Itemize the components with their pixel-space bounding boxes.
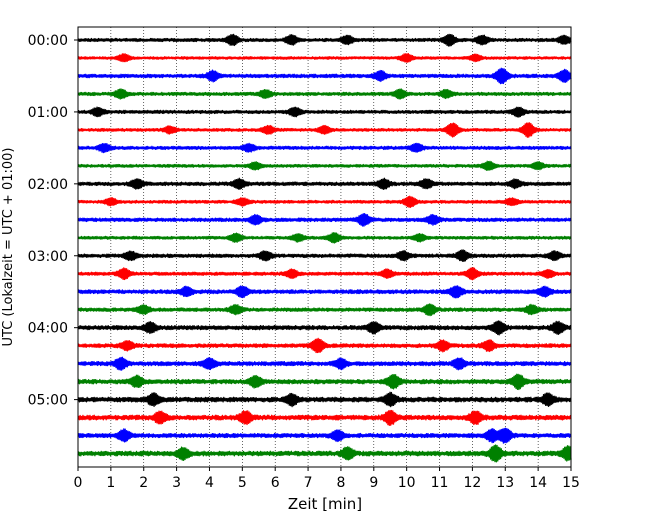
x-tick-label: 1 [106,475,115,491]
x-tick-label: 9 [369,475,378,491]
x-tick-label: 12 [463,475,481,491]
trace-0115 [77,122,572,138]
trace-0400 [77,320,572,336]
x-tick-label: 13 [496,475,514,491]
trace-0415 [77,337,572,354]
y-tick-label: 00:00 [28,33,68,49]
trace-0100 [77,106,572,118]
y-tick-label: 04:00 [28,321,68,337]
plot-frame [77,26,572,468]
y-axis-ticks: 00:00 01:00 02:00 03:00 04:00 05:00 [28,33,78,409]
trace-0430 [77,356,572,371]
trace-0230 [77,213,572,227]
trace-0315 [77,267,572,281]
x-axis-label: Zeit [min] [288,495,362,513]
x-tick-label: 14 [529,475,547,491]
trace-0030 [77,67,572,85]
x-tick-label: 15 [562,475,580,491]
x-tick-label: 7 [304,475,313,491]
trace-0445 [77,373,572,391]
x-tick-label: 11 [431,475,449,491]
trace-0500 [77,391,572,408]
trace-0015 [77,52,572,63]
x-axis-ticks: 0 1 2 3 4 5 6 7 8 9 10 11 12 13 14 15 [74,467,580,491]
x-tick-label: 5 [238,475,247,491]
x-tick-label: 10 [398,475,416,491]
trace-0215 [77,195,572,209]
y-tick-label: 01:00 [28,105,68,121]
trace-0345 [77,303,572,317]
x-tick-label: 8 [336,475,345,491]
seismic-traces [77,33,572,463]
y-tick-label: 02:00 [28,177,68,193]
x-grid-lines [110,27,539,467]
trace-0045 [77,88,572,100]
y-tick-label: 05:00 [28,393,68,409]
trace-0130 [77,142,572,154]
x-tick-label: 4 [205,475,214,491]
trace-0530 [77,427,572,444]
y-axis-label: UTC (Lokalzeit = UTC + 01:00) [1,148,16,347]
y-tick-label: 03:00 [28,249,68,265]
trace-0245 [77,232,572,244]
trace-0300 [77,249,572,263]
x-tick-label: 6 [271,475,280,491]
trace-0200 [77,177,572,191]
trace-0515 [77,409,572,427]
x-tick-label: 0 [74,475,83,491]
trace-0330 [77,285,572,299]
trace-0145 [77,160,572,171]
trace-0545 [77,444,572,463]
x-tick-label: 2 [139,475,148,491]
trace-0000 [77,33,572,47]
x-tick-label: 3 [172,475,181,491]
